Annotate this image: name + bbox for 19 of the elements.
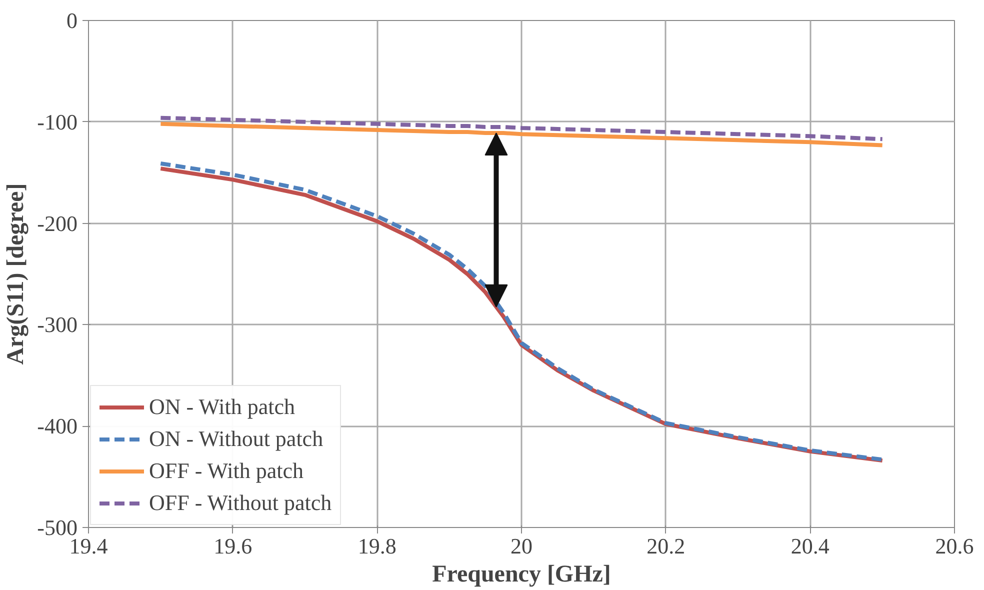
x-tick-label: 20.6 — [935, 534, 974, 558]
x-tick-label: 20.4 — [790, 534, 830, 558]
x-axis-title: Frequency [GHz] — [432, 562, 611, 588]
y-tick-label: -400 — [37, 414, 78, 439]
y-tick-label: -100 — [37, 109, 78, 134]
y-tick-label: -200 — [37, 210, 78, 236]
line-series — [158, 116, 884, 142]
y-axis-title: Arg(S11) [degree] — [3, 183, 30, 365]
legend-label: ON - Without patch — [149, 426, 324, 452]
y-tick-label: -500 — [37, 515, 78, 540]
x-tick-label: 20 — [510, 534, 532, 558]
y-tick-label: 0 — [66, 8, 78, 33]
legend-label: OFF - With patch — [149, 458, 304, 484]
legend-label: ON - With patch — [149, 394, 295, 420]
x-tick-label: 19.6 — [214, 534, 252, 558]
y-tick-label: -300 — [37, 312, 78, 338]
x-tick-label: 20.2 — [646, 534, 686, 558]
x-tick-label: 19.8 — [358, 534, 396, 558]
legend-label: OFF - Without patch — [149, 490, 332, 516]
